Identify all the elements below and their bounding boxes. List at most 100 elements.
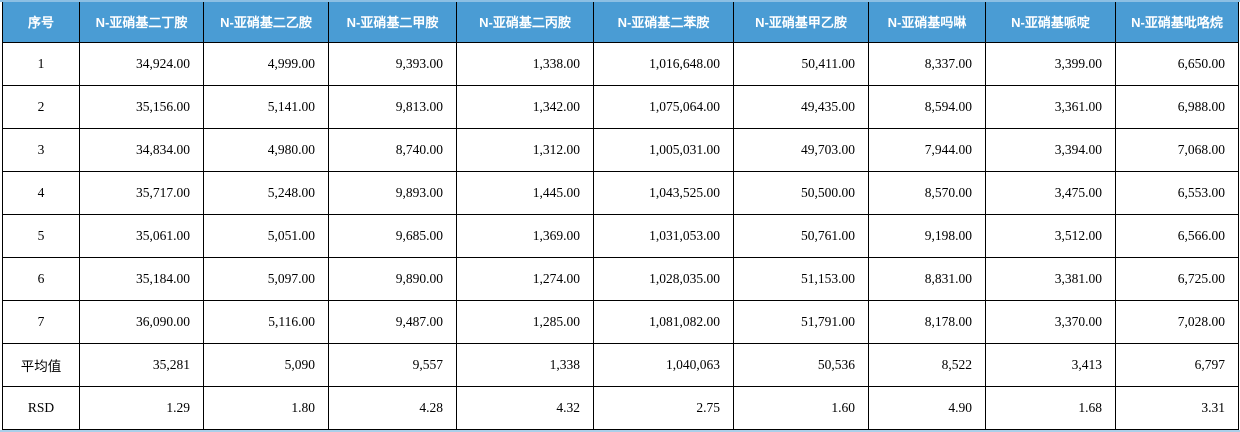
table-cell: 1,081,082.00 bbox=[593, 299, 734, 344]
column-header-ndea: N-亚硝基二乙胺 bbox=[203, 2, 329, 43]
table-cell: 49,703.00 bbox=[733, 127, 869, 172]
column-header-nmea: N-亚硝基甲乙胺 bbox=[733, 2, 869, 43]
table-cell: 6,988.00 bbox=[1115, 84, 1239, 129]
table-cell: 36,090.00 bbox=[79, 299, 204, 344]
table-cell: 1,005,031.00 bbox=[593, 127, 734, 172]
row-label: 4 bbox=[2, 170, 80, 215]
table-cell: 1,028,035.00 bbox=[593, 256, 734, 301]
table-cell: 3,399.00 bbox=[985, 41, 1116, 86]
table-cell: 4,999.00 bbox=[203, 41, 329, 86]
table-cell: 3,413 bbox=[985, 342, 1116, 387]
table-row: 2 35,156.00 5,141.00 9,813.00 1,342.00 1… bbox=[2, 84, 1239, 129]
header-row: 序号 N-亚硝基二丁胺 N-亚硝基二乙胺 N-亚硝基二甲胺 N-亚硝基二丙胺 N… bbox=[2, 2, 1239, 43]
table-cell: 34,834.00 bbox=[79, 127, 204, 172]
table-cell: 8,570.00 bbox=[868, 170, 986, 215]
table-cell: 1,312.00 bbox=[456, 127, 594, 172]
table-cell: 35,061.00 bbox=[79, 213, 204, 258]
column-header-npip: N-亚硝基哌啶 bbox=[985, 2, 1116, 43]
table-cell: 9,893.00 bbox=[328, 170, 457, 215]
table-row: 5 35,061.00 5,051.00 9,685.00 1,369.00 1… bbox=[2, 213, 1239, 258]
table-cell: 35,281 bbox=[79, 342, 204, 387]
table-cell: 2.75 bbox=[593, 385, 734, 430]
table-cell: 7,068.00 bbox=[1115, 127, 1239, 172]
table-cell: 1,369.00 bbox=[456, 213, 594, 258]
table-cell: 5,090 bbox=[203, 342, 329, 387]
row-label: RSD bbox=[2, 385, 80, 430]
table-cell: 1.80 bbox=[203, 385, 329, 430]
table-cell: 3.31 bbox=[1115, 385, 1239, 430]
table-cell: 4.90 bbox=[868, 385, 986, 430]
table-cell: 4,980.00 bbox=[203, 127, 329, 172]
row-label: 2 bbox=[2, 84, 80, 129]
table-cell: 5,097.00 bbox=[203, 256, 329, 301]
table-cell: 8,337.00 bbox=[868, 41, 986, 86]
table-cell: 1,342.00 bbox=[456, 84, 594, 129]
table-cell: 5,116.00 bbox=[203, 299, 329, 344]
table-cell: 1,031,053.00 bbox=[593, 213, 734, 258]
table-cell: 6,650.00 bbox=[1115, 41, 1239, 86]
table-cell: 5,141.00 bbox=[203, 84, 329, 129]
table-cell: 51,153.00 bbox=[733, 256, 869, 301]
column-header-ndpa: N-亚硝基二丙胺 bbox=[456, 2, 594, 43]
column-header-index: 序号 bbox=[2, 2, 80, 43]
table-cell: 9,393.00 bbox=[328, 41, 457, 86]
table-cell: 4.28 bbox=[328, 385, 457, 430]
table-cell: 1,274.00 bbox=[456, 256, 594, 301]
table-cell: 1,040,063 bbox=[593, 342, 734, 387]
table-body: 1 34,924.00 4,999.00 9,393.00 1,338.00 1… bbox=[2, 41, 1239, 430]
table-cell: 51,791.00 bbox=[733, 299, 869, 344]
table-cell: 1.60 bbox=[733, 385, 869, 430]
table-cell: 6,553.00 bbox=[1115, 170, 1239, 215]
table-cell: 9,813.00 bbox=[328, 84, 457, 129]
table-cell: 3,370.00 bbox=[985, 299, 1116, 344]
table-cell: 1,338.00 bbox=[456, 41, 594, 86]
row-label: 3 bbox=[2, 127, 80, 172]
column-header-npyr: N-亚硝基吡咯烷 bbox=[1115, 2, 1239, 43]
table-row: 7 36,090.00 5,116.00 9,487.00 1,285.00 1… bbox=[2, 299, 1239, 344]
table-cell: 50,536 bbox=[733, 342, 869, 387]
table-row: 3 34,834.00 4,980.00 8,740.00 1,312.00 1… bbox=[2, 127, 1239, 172]
table-cell: 50,500.00 bbox=[733, 170, 869, 215]
table-cell: 6,797 bbox=[1115, 342, 1239, 387]
table-cell: 8,831.00 bbox=[868, 256, 986, 301]
row-label: 5 bbox=[2, 213, 80, 258]
top-edge-line bbox=[0, 0, 1240, 2]
table-cell: 3,512.00 bbox=[985, 213, 1116, 258]
table-cell: 5,051.00 bbox=[203, 213, 329, 258]
table-cell: 8,594.00 bbox=[868, 84, 986, 129]
table-row: 平均值 35,281 5,090 9,557 1,338 1,040,063 5… bbox=[2, 342, 1239, 387]
table-cell: 8,522 bbox=[868, 342, 986, 387]
table-cell: 3,381.00 bbox=[985, 256, 1116, 301]
table-cell: 1,043,525.00 bbox=[593, 170, 734, 215]
table-cell: 1,285.00 bbox=[456, 299, 594, 344]
row-label: 1 bbox=[2, 41, 80, 86]
table-cell: 1.68 bbox=[985, 385, 1116, 430]
table-cell: 6,725.00 bbox=[1115, 256, 1239, 301]
table-row: RSD 1.29 1.80 4.28 4.32 2.75 1.60 4.90 1… bbox=[2, 385, 1239, 430]
row-label: 平均值 bbox=[2, 342, 80, 387]
table-row: 4 35,717.00 5,248.00 9,893.00 1,445.00 1… bbox=[2, 170, 1239, 215]
table-cell: 1,075,064.00 bbox=[593, 84, 734, 129]
row-label: 7 bbox=[2, 299, 80, 344]
table-cell: 9,487.00 bbox=[328, 299, 457, 344]
table-cell: 35,184.00 bbox=[79, 256, 204, 301]
column-header-nmor: N-亚硝基吗啉 bbox=[868, 2, 986, 43]
column-header-ndba: N-亚硝基二丁胺 bbox=[79, 2, 204, 43]
table-cell: 3,475.00 bbox=[985, 170, 1116, 215]
column-header-ndpha: N-亚硝基二苯胺 bbox=[593, 2, 734, 43]
table-cell: 1,338 bbox=[456, 342, 594, 387]
table-cell: 35,156.00 bbox=[79, 84, 204, 129]
bottom-edge-line bbox=[0, 429, 1240, 432]
table-cell: 49,435.00 bbox=[733, 84, 869, 129]
table-cell: 9,557 bbox=[328, 342, 457, 387]
table-cell: 5,248.00 bbox=[203, 170, 329, 215]
table-row: 6 35,184.00 5,097.00 9,890.00 1,274.00 1… bbox=[2, 256, 1239, 301]
table-cell: 1,016,648.00 bbox=[593, 41, 734, 86]
table-cell: 3,394.00 bbox=[985, 127, 1116, 172]
table-cell: 9,890.00 bbox=[328, 256, 457, 301]
table-row: 1 34,924.00 4,999.00 9,393.00 1,338.00 1… bbox=[2, 41, 1239, 86]
table-cell: 50,411.00 bbox=[733, 41, 869, 86]
row-label: 6 bbox=[2, 256, 80, 301]
table-cell: 9,685.00 bbox=[328, 213, 457, 258]
